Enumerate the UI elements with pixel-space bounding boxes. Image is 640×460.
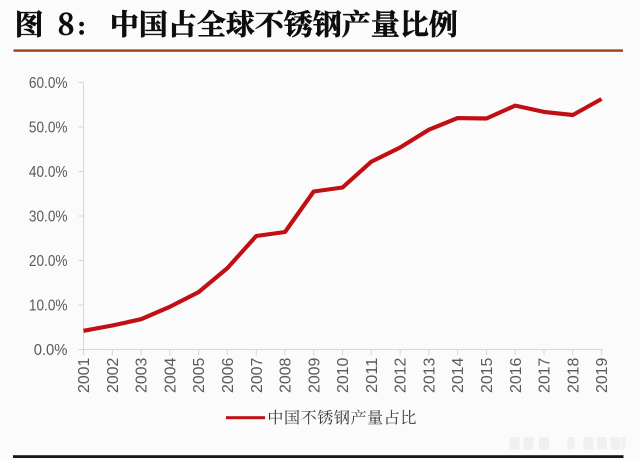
svg-text:2001: 2001: [76, 358, 93, 393]
svg-text:2007: 2007: [249, 358, 266, 393]
svg-text:20.0%: 20.0%: [29, 253, 68, 270]
svg-text:2012: 2012: [393, 358, 410, 393]
svg-text:60.0%: 60.0%: [29, 75, 68, 92]
svg-text:2013: 2013: [422, 358, 439, 393]
svg-text:2003: 2003: [134, 358, 151, 393]
svg-text:2014: 2014: [450, 357, 467, 393]
svg-text:2019: 2019: [594, 358, 611, 393]
svg-text:2004: 2004: [162, 357, 179, 393]
svg-text:2011: 2011: [364, 358, 381, 393]
svg-text:2015: 2015: [479, 358, 496, 393]
svg-text:2006: 2006: [220, 358, 237, 393]
svg-text:2005: 2005: [191, 358, 208, 393]
svg-text:2017: 2017: [537, 358, 554, 393]
svg-text:2018: 2018: [565, 358, 582, 393]
svg-text:0.0%: 0.0%: [34, 342, 68, 359]
svg-text:2002: 2002: [105, 358, 122, 393]
svg-text:2016: 2016: [508, 358, 525, 393]
svg-text:30.0%: 30.0%: [29, 208, 68, 225]
svg-text:2009: 2009: [306, 358, 323, 393]
svg-text:2010: 2010: [335, 357, 352, 393]
svg-text:10.0%: 10.0%: [29, 297, 68, 314]
svg-text:50.0%: 50.0%: [29, 119, 68, 136]
svg-text:2008: 2008: [278, 358, 295, 393]
svg-text:40.0%: 40.0%: [29, 164, 68, 181]
